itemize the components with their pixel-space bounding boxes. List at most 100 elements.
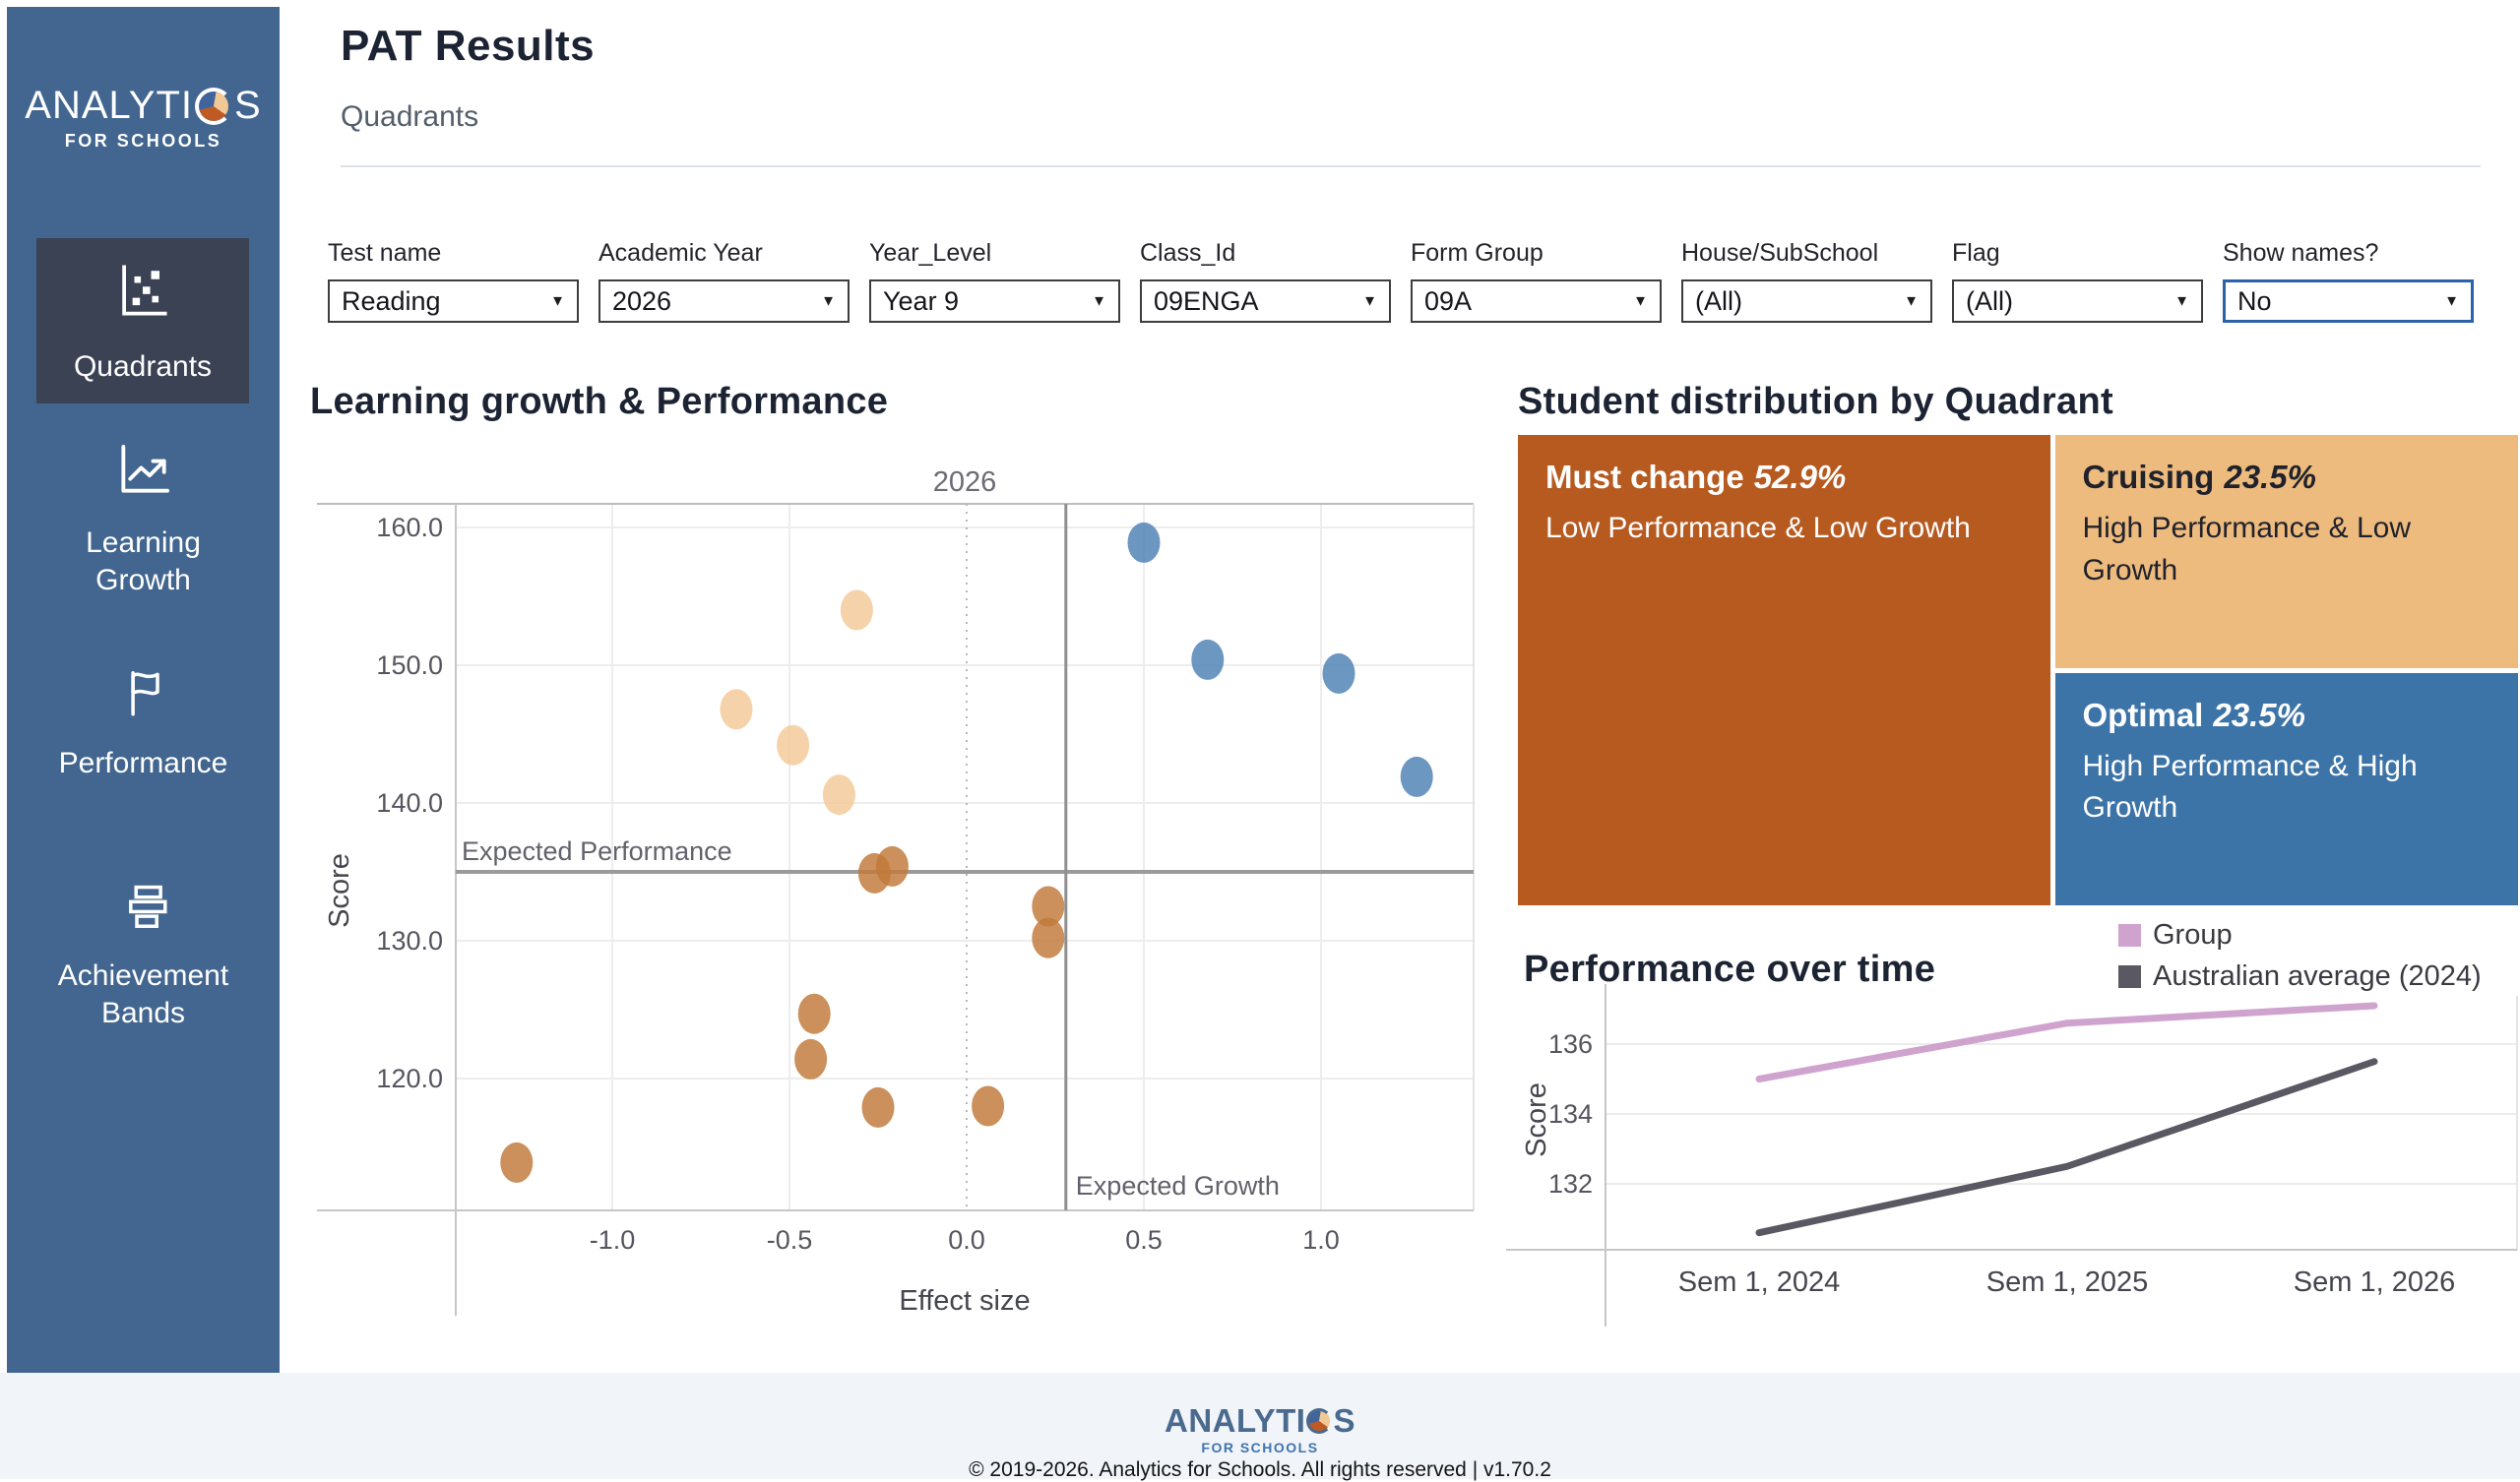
footer-copyright: © 2019-2026. Analytics for Schools. All … <box>969 1458 1551 1481</box>
scatter-chart-title: Learning growth & Performance <box>310 381 889 422</box>
filter-flag: Flag (All) ▼ <box>1952 239 2203 323</box>
filter-label-test-name: Test name <box>328 239 442 267</box>
filter-show-names-select[interactable]: No ▼ <box>2223 279 2474 323</box>
x-tick-label: Sem 1, 2024 <box>1678 1266 1840 1298</box>
scatter-point-must-change[interactable] <box>861 1086 895 1128</box>
sidebar-item-label: Achievement Bands <box>57 959 229 1029</box>
scatter-point-must-change[interactable] <box>500 1142 534 1183</box>
sidebar-item-label: Quadrants <box>73 350 213 383</box>
svg-text:120.0: 120.0 <box>376 1064 443 1093</box>
filter-selected-value: 09A <box>1424 285 1473 316</box>
y-axis-title: Score <box>1521 1082 1552 1157</box>
footer-logo-text-prefix: ANALYTI <box>1165 1402 1306 1439</box>
legend-label: Australian average (2024) <box>2153 960 2482 992</box>
x-tick-label: Sem 1, 2026 <box>2294 1266 2455 1298</box>
svg-text:132: 132 <box>1548 1169 1593 1199</box>
legend-item-group[interactable]: Group <box>2118 919 2482 952</box>
scatter-point-optimal[interactable] <box>1191 639 1225 680</box>
chevron-down-icon: ▼ <box>1362 292 1377 310</box>
app-logo: ANALYTI S FOR SCHOOLS <box>7 84 280 152</box>
filter-academic-year-select[interactable]: 2026 ▼ <box>598 279 850 323</box>
scatter-point-cruising[interactable] <box>720 689 753 730</box>
filter-form-group-select[interactable]: 09A ▼ <box>1411 279 1662 323</box>
scatter-point-optimal[interactable] <box>1127 522 1161 563</box>
timeline-chart: 132 134 136 Sem 1, 2024 Sem 1, 2025 Sem 1, 20… <box>1506 984 2518 1327</box>
scatter-point-optimal[interactable] <box>1400 756 1433 797</box>
scatter-point-cruising[interactable] <box>822 774 855 816</box>
logo-text-prefix: ANALYTI <box>25 84 194 127</box>
page-subtitle: Quadrants <box>341 100 479 133</box>
logo-subtitle: FOR SCHOOLS <box>64 131 222 151</box>
chevron-down-icon: ▼ <box>1092 292 1106 310</box>
scatter-point-must-change[interactable] <box>797 993 831 1034</box>
sidebar-item-quadrants[interactable]: Quadrants <box>36 238 249 403</box>
filter-test-name: Test name Reading ▼ <box>328 239 579 323</box>
filter-label-show-names: Show names? <box>2223 239 2379 267</box>
scatter-point-must-change[interactable] <box>857 852 891 894</box>
scatter-point-must-change[interactable] <box>972 1085 1005 1127</box>
sidebar-item-performance[interactable]: Performance <box>7 664 280 782</box>
quadrant-must-change[interactable]: Must change 52.9% Low Performance & Low Gr… <box>1518 435 2050 905</box>
filter-year-level: Year_Level Year 9 ▼ <box>869 239 1120 323</box>
svg-text:150.0: 150.0 <box>376 650 443 680</box>
quadrant-optimal[interactable]: Optimal 23.5% High Performance & High Grow… <box>2054 672 2518 905</box>
scatter-point-optimal[interactable] <box>1322 652 1355 694</box>
footer-logo-text-suffix: S <box>1333 1402 1355 1439</box>
svg-text:130.0: 130.0 <box>376 926 443 956</box>
quadrant-title: Must change 52.9% <box>1545 459 2023 496</box>
filter-test-name-select[interactable]: Reading ▼ <box>328 279 579 323</box>
chevron-down-icon: ▼ <box>1633 292 1648 310</box>
footer-logo-subtitle: FOR SCHOOLS <box>1201 1440 1319 1455</box>
quadrant-title: Cruising 23.5% <box>2083 459 2491 496</box>
sidebar-item-label: Learning Growth <box>86 526 201 596</box>
scatter-point-must-change[interactable] <box>1032 886 1065 927</box>
legend-item-australian-average-2024[interactable]: Australian average (2024) <box>2118 960 2482 993</box>
quadrant-percentage: 52.9% <box>1753 459 1847 495</box>
quadrant-name: Optimal <box>2082 696 2204 733</box>
filter-house-subschool-select[interactable]: (All) ▼ <box>1681 279 1932 323</box>
scatter-card: Learning growth & Performance 120.0 130.0… <box>307 379 1498 1363</box>
line-group <box>1755 1002 2378 1082</box>
bands-icon <box>116 879 171 934</box>
scatter-point-cruising[interactable] <box>840 589 873 631</box>
timeline-chart-title: Performance over time <box>1524 949 1936 990</box>
trend-icon <box>113 440 174 501</box>
scatter-point-must-change[interactable] <box>1032 917 1065 958</box>
flag-icon <box>116 664 171 721</box>
svg-text:160.0: 160.0 <box>376 513 443 542</box>
logo-text-suffix: S <box>234 84 262 127</box>
filter-class-id-select[interactable]: 09ENGA ▼ <box>1140 279 1391 323</box>
quadrant-cruising[interactable]: Cruising 23.5% High Performance & Low Grow… <box>2054 435 2518 668</box>
quadrant-percentage: 23.5% <box>2224 459 2316 495</box>
chevron-down-icon: ▼ <box>1904 292 1919 310</box>
chevron-down-icon: ▼ <box>2174 292 2189 310</box>
filter-form-group: Form Group 09A ▼ <box>1411 239 1662 323</box>
filter-label-flag: Flag <box>1952 239 2000 267</box>
expected-growth-label: Expected Growth <box>1076 1171 1280 1201</box>
quadrant-title: Optimal 23.5% <box>2083 697 2491 734</box>
scatter-chart: 120.0 130.0 140.0 150.0 160.0 -1.0 -0.5 0.0 0.5 1… <box>317 466 1475 1317</box>
scatter-icon <box>109 258 176 325</box>
expected-performance-label: Expected Performance <box>462 836 732 866</box>
quadrant-description: Low Performance & Low Growth <box>1545 512 1971 544</box>
timeline-card: Performance over time Group Australian av… <box>1506 905 2520 1373</box>
treemap-card: Student distribution by Quadrant Must ch… <box>1518 379 2518 905</box>
quadrant-description: High Performance & High Growth <box>2082 749 2418 825</box>
filter-selected-value: 09ENGA <box>1154 285 1259 316</box>
quadrant-percentage: 23.5% <box>2213 696 2305 733</box>
page-title: PAT Results <box>341 22 596 70</box>
filter-selected-value: No <box>2237 285 2272 316</box>
chevron-down-icon: ▼ <box>821 292 836 310</box>
sidebar-item-achievement-bands[interactable]: Achievement Bands <box>7 879 280 1032</box>
filter-selected-value: (All) <box>1695 285 1742 316</box>
filter-year-level-select[interactable]: Year 9 ▼ <box>869 279 1120 323</box>
x-tick-label: Sem 1, 2025 <box>1986 1266 2148 1298</box>
quadrant-description: High Performance & Low Growth <box>2082 512 2412 587</box>
sidebar-item-learning-growth[interactable]: Learning Growth <box>7 440 280 599</box>
filter-house-subschool: House/SubSchool (All) ▼ <box>1681 239 1932 323</box>
filter-flag-select[interactable]: (All) ▼ <box>1952 279 2203 323</box>
scatter-point-must-change[interactable] <box>794 1038 828 1080</box>
scatter-point-cruising[interactable] <box>777 724 810 766</box>
filter-label-year-level: Year_Level <box>869 239 992 267</box>
chevron-down-icon: ▼ <box>550 292 565 310</box>
